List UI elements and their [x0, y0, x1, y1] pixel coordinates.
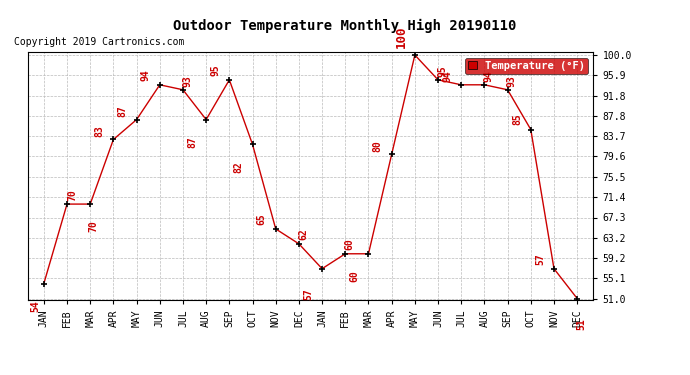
- Text: 87: 87: [118, 105, 128, 117]
- Text: 83: 83: [95, 125, 104, 137]
- Text: 82: 82: [234, 161, 244, 173]
- Text: 85: 85: [512, 114, 522, 125]
- Text: 100: 100: [395, 26, 408, 48]
- Text: 70: 70: [68, 189, 77, 201]
- Text: 94: 94: [442, 70, 453, 82]
- Text: 57: 57: [535, 253, 545, 264]
- Text: 94: 94: [141, 69, 151, 81]
- Legend: Temperature (°F): Temperature (°F): [465, 58, 588, 74]
- Text: 57: 57: [303, 288, 313, 300]
- Text: 54: 54: [30, 300, 41, 312]
- Text: 62: 62: [298, 228, 308, 240]
- Text: 70: 70: [88, 221, 98, 232]
- Text: 51: 51: [576, 318, 586, 330]
- Text: 65: 65: [257, 213, 267, 225]
- Text: 87: 87: [187, 136, 197, 148]
- Text: Copyright 2019 Cartronics.com: Copyright 2019 Cartronics.com: [14, 37, 184, 47]
- Text: 60: 60: [344, 238, 355, 250]
- Text: 60: 60: [350, 270, 359, 282]
- Text: 93: 93: [506, 75, 517, 87]
- Text: 94: 94: [484, 70, 493, 82]
- Text: 80: 80: [373, 140, 383, 152]
- Text: Outdoor Temperature Monthly High 20190110: Outdoor Temperature Monthly High 2019011…: [173, 19, 517, 33]
- Text: 95: 95: [437, 65, 447, 77]
- Text: 93: 93: [182, 75, 192, 87]
- Text: 95: 95: [210, 64, 220, 76]
